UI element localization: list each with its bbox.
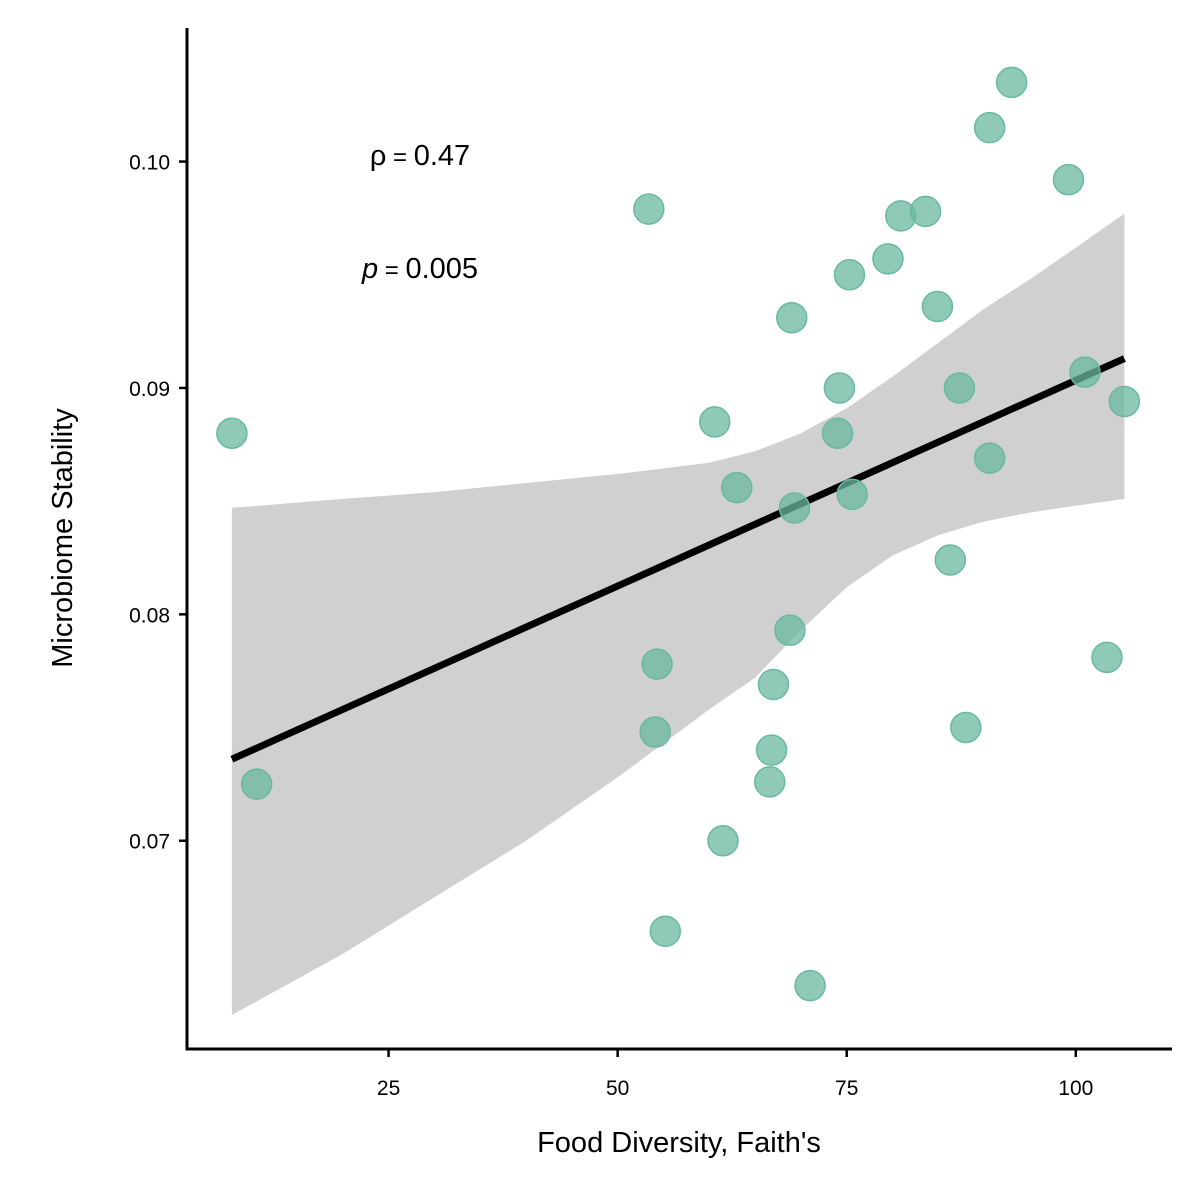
data-point <box>833 259 866 291</box>
p-annotation: p = 0.005 <box>361 253 478 285</box>
data-point <box>823 372 856 404</box>
rho-annotation: ρ = 0.47 <box>370 140 470 172</box>
data-point <box>757 668 790 701</box>
data-point <box>1108 385 1141 418</box>
data-point <box>973 111 1006 144</box>
data-point <box>995 66 1028 99</box>
regression-line-layer <box>230 355 1126 763</box>
x-tick-label: 100 <box>1058 1077 1093 1100</box>
x-tick-label: 75 <box>835 1077 858 1100</box>
data-point <box>943 372 976 404</box>
data-point <box>778 492 811 524</box>
data-point <box>633 193 665 225</box>
data-point <box>774 614 806 646</box>
data-point <box>216 417 248 449</box>
data-point <box>1069 356 1101 388</box>
p-symbol: p <box>361 253 378 285</box>
data-point <box>649 915 682 948</box>
data-point <box>1052 163 1085 196</box>
y-axis-label: Microbiome Stability <box>47 408 79 668</box>
data-point <box>973 442 1006 474</box>
data-point <box>921 290 954 323</box>
data-point <box>755 734 788 766</box>
y-tick-label: 0.09 <box>129 378 170 401</box>
data-point <box>950 711 982 744</box>
rho-equals: = <box>386 144 413 171</box>
x-tick-label: 50 <box>606 1077 629 1100</box>
x-axis-label: Food Diversity, Faith's <box>537 1127 821 1159</box>
rho-value: 0.47 <box>414 140 470 172</box>
data-point <box>1091 641 1123 674</box>
data-point <box>240 768 273 800</box>
data-point <box>909 195 942 228</box>
data-point <box>794 969 826 1002</box>
data-point <box>872 243 904 275</box>
data-point <box>754 766 786 798</box>
y-tick-label: 0.10 <box>129 152 170 175</box>
data-point <box>821 417 854 449</box>
data-point <box>934 544 967 576</box>
data-point <box>707 824 739 857</box>
confidence-band-layer <box>231 213 1125 1016</box>
confidence-band <box>231 213 1125 1016</box>
ticks-layer: 25 50 75 100 0.07 0.08 0.09 0.10 <box>129 152 1093 1100</box>
p-value: 0.005 <box>405 253 478 285</box>
axes-layer <box>185 28 1172 1051</box>
x-tick-label: 25 <box>377 1077 400 1100</box>
data-point <box>775 302 808 334</box>
data-point <box>699 406 731 438</box>
data-point <box>639 716 671 748</box>
data-points-layer <box>216 66 1141 1002</box>
data-point <box>721 471 753 504</box>
regression-line <box>230 355 1126 763</box>
y-tick-label: 0.08 <box>129 604 170 627</box>
y-tick-label: 0.07 <box>129 831 170 854</box>
data-point <box>836 478 868 511</box>
rho-symbol: ρ <box>370 140 387 172</box>
data-point <box>641 648 673 680</box>
p-equals: = <box>378 257 405 284</box>
